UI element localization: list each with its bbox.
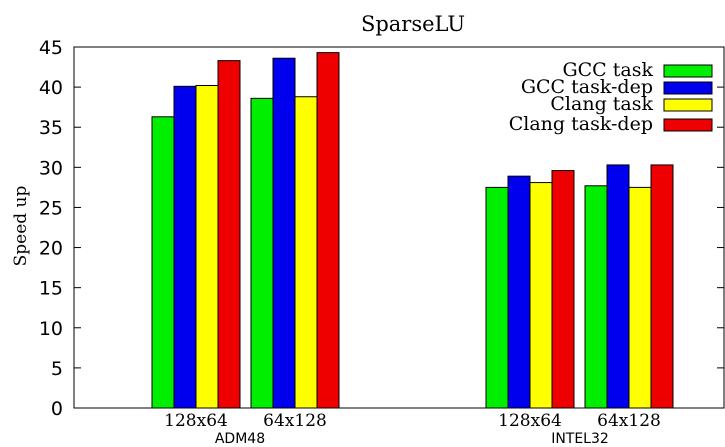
x-tick-label: 64x128 <box>597 411 661 431</box>
x-tick-label: 64x128 <box>263 411 327 431</box>
bar <box>294 96 318 409</box>
bar <box>173 85 197 409</box>
bar <box>650 164 674 409</box>
group-label: INTEL32 <box>551 431 609 447</box>
y-tick-label: 35 <box>39 117 63 139</box>
x-tick-label: 128x64 <box>498 411 562 431</box>
y-tick-label: 30 <box>39 157 63 179</box>
legend-swatch <box>663 118 713 132</box>
bars <box>151 52 674 409</box>
chart-title: SparseLU <box>361 12 465 36</box>
bar <box>584 185 608 409</box>
legend-label: GCC task-dep <box>521 76 653 98</box>
bar <box>485 186 509 409</box>
y-tick-label: 15 <box>39 278 63 300</box>
y-tick-label: 45 <box>39 37 63 59</box>
y-tick-label: 20 <box>39 238 63 260</box>
group-label: ADM48 <box>215 431 265 447</box>
y-tick-label: 0 <box>51 398 63 420</box>
y-axis-ticks: 0 5 10 15 20 25 30 35 40 45 <box>39 37 724 420</box>
legend-label: GCC task <box>562 59 653 81</box>
bar <box>217 60 241 409</box>
bar <box>628 186 652 409</box>
x-tick-label: 128x64 <box>164 411 228 431</box>
y-tick-label: 10 <box>39 318 63 340</box>
y-tick-label: 5 <box>51 358 63 380</box>
bar <box>272 57 296 409</box>
legend-swatch <box>663 81 713 95</box>
legend-label: Clang task <box>550 93 653 115</box>
y-tick-label: 25 <box>39 197 63 219</box>
bar <box>316 52 340 409</box>
legend-swatch <box>663 98 713 112</box>
y-tick-label: 40 <box>39 77 63 99</box>
bar <box>151 116 175 409</box>
y-axis-label: Speed up <box>11 186 31 267</box>
plot-frame <box>73 46 725 409</box>
bar <box>551 170 575 409</box>
bar <box>606 164 630 409</box>
legend-label: Clang task-dep <box>509 113 653 135</box>
legend-swatch <box>663 64 713 78</box>
bar <box>529 182 553 409</box>
bar <box>250 97 274 409</box>
bar <box>507 175 531 409</box>
bar <box>195 85 219 409</box>
